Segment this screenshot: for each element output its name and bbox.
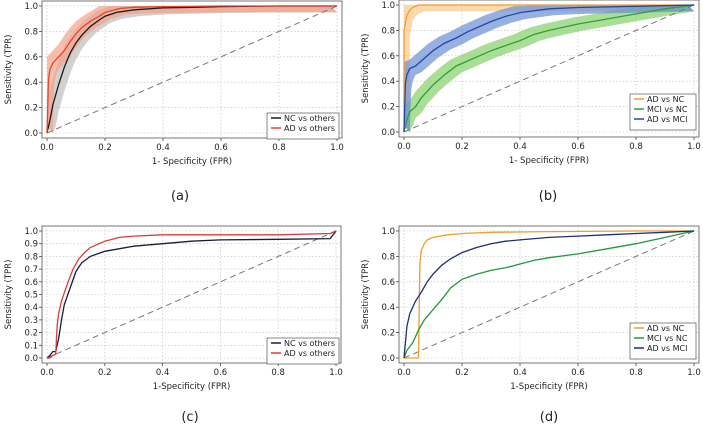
y-tick-label: 0.4: [381, 303, 395, 313]
y-tick-label: 0.6: [24, 53, 38, 63]
x-tick-label: 1.0: [687, 368, 701, 378]
legend-label: MCI vs NC: [647, 334, 688, 343]
y-axis-title: Sensitivity (TPR): [361, 260, 371, 330]
x-tick-label: 0.4: [156, 368, 170, 378]
x-tick-label: 0.6: [571, 368, 585, 378]
legend-label: AD vs MCI: [647, 344, 687, 353]
roc-chart-a: 0.0 0.2 0.4 0.6 0.8 1.0 0.0 0.2 0.4 0.6 0.8 1.0 1- S…: [4, 0, 344, 204]
x-tick-label: 0.8: [272, 143, 286, 153]
x-tick-label: 0.8: [629, 142, 643, 152]
y-tick-label: 1.0: [24, 227, 38, 237]
y-tick-label: 0.8: [24, 252, 38, 262]
x-tick-label: 0.2: [455, 368, 469, 378]
legend-label: AD vs others: [284, 124, 335, 133]
y-tick-label: 0.2: [381, 103, 395, 113]
y-tick-label: 0.8: [381, 252, 395, 262]
roc-curve-1: [47, 230, 337, 359]
y-tick-label: 0.7: [24, 265, 38, 275]
x-tick-label: 0.4: [156, 143, 170, 153]
plot-frame: [41, 0, 343, 139]
chance-diagonal: [403, 230, 695, 359]
roc-curve-2: [403, 4, 695, 133]
x-axis-title: 1- Specificity (FPR): [509, 156, 589, 166]
roc-curve-1: [403, 230, 695, 359]
x-axis-title: 1- Specificity (FPR): [152, 157, 232, 167]
y-axis-title: Sensitivity (TPR): [4, 260, 14, 330]
x-tick-label: 1.0: [687, 142, 701, 152]
legend-label: NC vs others: [284, 339, 335, 348]
y-tick-label: 0.0: [24, 354, 38, 364]
x-tick-label: 0.2: [455, 142, 469, 152]
y-tick-label: 0.8: [24, 27, 38, 37]
x-axis-title: 1-Specificity (FPR): [510, 382, 588, 392]
roc-curve-0: [403, 4, 694, 132]
roc-curve-1: [46, 5, 337, 134]
legend-label: NC vs others: [284, 114, 335, 123]
roc-chart-d: 0.0 0.2 0.4 0.6 0.8 1.0 0.0 0.2 0.4 0.6 0.8 1.0 1-Sp…: [361, 225, 701, 425]
chance-diagonal: [46, 230, 337, 359]
y-tick-label: 0.2: [24, 329, 38, 339]
x-tick-label: 0.2: [98, 368, 112, 378]
x-tick-label: 0.4: [513, 368, 527, 378]
y-axis-title: Sensitivity (TPR): [361, 34, 371, 104]
roc-curve-0: [404, 230, 694, 359]
legend-label: AD vs MCI: [647, 115, 687, 124]
chance-diagonal: [403, 4, 695, 133]
x-tick-label: 0.8: [271, 368, 285, 378]
x-tick-label: 0.4: [513, 142, 527, 152]
y-axis-title: Sensitivity (TPR): [4, 35, 14, 105]
y-tick-label: 0.2: [24, 104, 38, 114]
x-tick-label: 0.6: [571, 142, 585, 152]
x-tick-label: 0.0: [397, 142, 411, 152]
y-tick-label: 0.6: [381, 52, 395, 62]
plot-frame: [398, 225, 700, 364]
y-tick-label: 0.2: [381, 329, 395, 339]
x-tick-label: 0.6: [214, 143, 228, 153]
y-tick-label: 1.0: [381, 227, 395, 237]
panel-caption: (a): [171, 189, 189, 204]
x-tick-label: 0.0: [397, 368, 411, 378]
legend-label: MCI vs NC: [647, 105, 688, 114]
x-axis-title: 1-Specificity (FPR): [153, 382, 231, 392]
roc-curve-1: [403, 4, 695, 133]
roc-curve-0: [46, 5, 337, 134]
y-tick-label: 0.0: [381, 128, 395, 138]
chance-diagonal: [46, 5, 338, 134]
y-tick-label: 0.8: [381, 26, 395, 36]
y-tick-label: 0.0: [24, 129, 38, 139]
y-tick-label: 0.3: [24, 316, 38, 326]
x-tick-label: 0.0: [40, 368, 54, 378]
confidence-band-2: [404, 5, 694, 132]
roc-curve-2: [403, 230, 695, 359]
y-tick-label: 0.5: [24, 291, 38, 301]
y-tick-label: 0.4: [24, 303, 38, 313]
roc-chart-c: 0.0 0.2 0.4 0.6 0.8 1.0 0.0 0.1 0.2 0.3 0.4 0.5 0.6 0…: [4, 225, 343, 425]
panel-caption: (b): [539, 189, 557, 204]
x-tick-label: 0.2: [98, 143, 112, 153]
x-tick-label: 0.8: [629, 368, 643, 378]
y-tick-label: 0.4: [24, 78, 38, 88]
panel-caption: (c): [181, 410, 198, 425]
panel-caption: (d): [540, 410, 558, 425]
x-tick-label: 1.0: [329, 368, 343, 378]
y-tick-label: 1.0: [381, 1, 395, 11]
plot-frame: [398, 0, 700, 138]
legend-box: [629, 322, 697, 360]
legend-label: AD vs NC: [647, 324, 685, 333]
roc-chart-b: 0.0 0.2 0.4 0.6 0.8 1.0 0.0 0.2 0.4 0.6 0.8 1.0 1- S…: [361, 0, 701, 204]
y-tick-label: 0.6: [381, 278, 395, 288]
x-tick-label: 0.6: [214, 368, 228, 378]
x-tick-label: 0.0: [40, 143, 54, 153]
legend-label: AD vs NC: [647, 95, 685, 104]
y-tick-label: 0.6: [24, 278, 38, 288]
x-tick-label: 1.0: [330, 143, 344, 153]
legend-label: AD vs others: [284, 349, 335, 358]
legend-box: [629, 93, 697, 131]
y-tick-label: 0.9: [24, 240, 38, 250]
y-tick-label: 0.1: [24, 341, 38, 351]
y-tick-label: 1.0: [24, 2, 38, 12]
y-tick-label: 0.4: [381, 77, 395, 87]
y-tick-label: 0.0: [381, 354, 395, 364]
